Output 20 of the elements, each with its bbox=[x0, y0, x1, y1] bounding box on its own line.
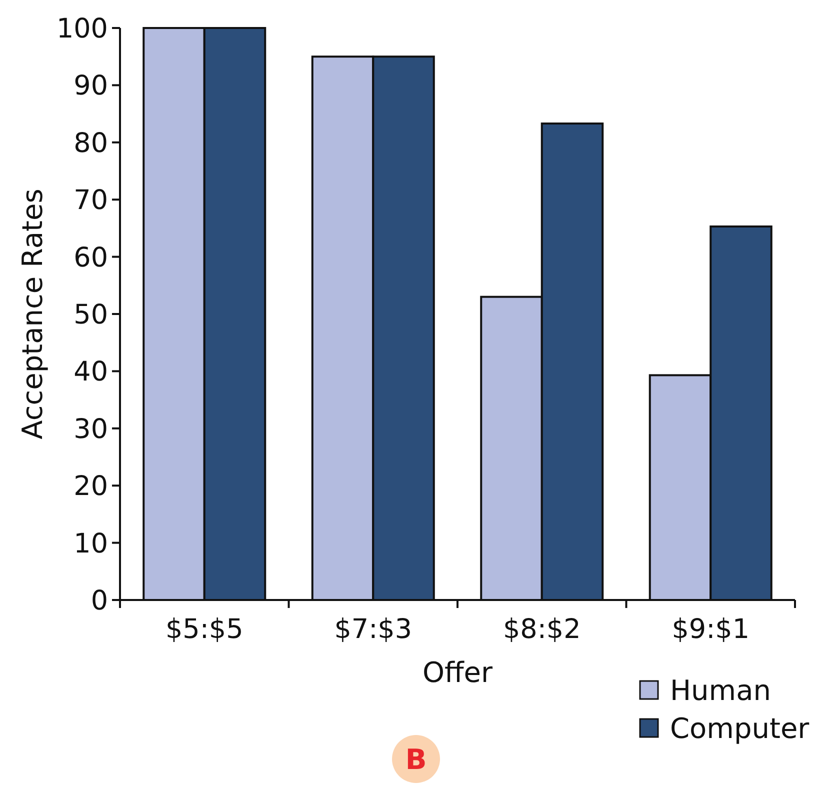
y-tick-label: 50 bbox=[74, 299, 108, 330]
x-axis-title: Offer bbox=[422, 656, 494, 689]
y-tick-label: 90 bbox=[74, 70, 108, 102]
x-tick-label: $5:$5 bbox=[165, 614, 244, 645]
legend-label: Human bbox=[670, 674, 771, 707]
x-tick-label: $8:$2 bbox=[502, 614, 581, 645]
x-tick-label: $7:$3 bbox=[334, 614, 412, 645]
y-tick-label: 80 bbox=[74, 128, 108, 159]
y-axis-title: Acceptance Rates bbox=[16, 188, 49, 440]
y-tick-label: 40 bbox=[74, 356, 108, 388]
y-tick-label: 20 bbox=[74, 471, 108, 502]
y-tick-label: 30 bbox=[74, 414, 108, 445]
x-tick-label: $9:$1 bbox=[672, 614, 750, 645]
y-tick-label: 10 bbox=[74, 528, 108, 560]
y-tick-label: 100 bbox=[56, 13, 108, 44]
legend-label: Computer bbox=[670, 712, 810, 745]
text: B bbox=[405, 743, 427, 776]
y-tick-label: 70 bbox=[74, 185, 108, 216]
y-tick-label: 0 bbox=[90, 585, 108, 616]
y-tick-label: 60 bbox=[74, 242, 108, 274]
